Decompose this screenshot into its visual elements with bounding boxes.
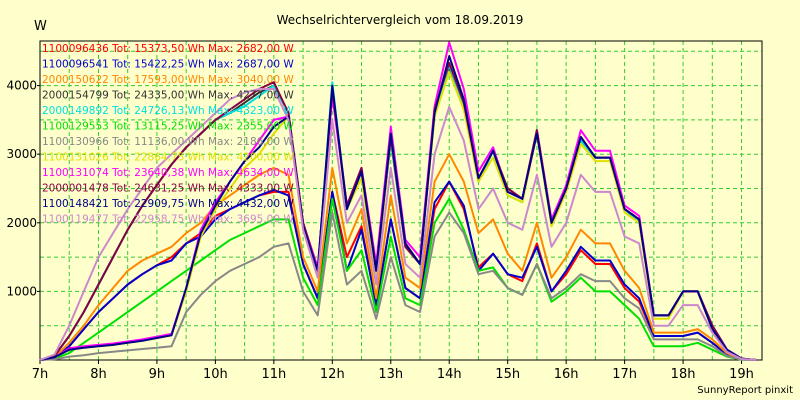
x-tick-label: 17h bbox=[612, 367, 637, 382]
series-line-12 bbox=[39, 88, 757, 361]
y-axis-unit-label: W bbox=[34, 19, 47, 34]
y-tick-label: 1000 bbox=[6, 284, 37, 298]
x-tick-label: 16h bbox=[554, 367, 579, 382]
legend-entry-6: 1100129553 Tot: 13115,25 Wh Max: 2355,00… bbox=[42, 121, 294, 133]
x-tick-label: 10h bbox=[203, 367, 228, 382]
plot-frame bbox=[39, 40, 763, 361]
series-line-2 bbox=[39, 180, 757, 361]
x-tick-label: 15h bbox=[495, 367, 520, 382]
y-tick-label: 2000 bbox=[6, 216, 37, 230]
series-line-3 bbox=[39, 153, 757, 361]
legend-entry-8: 1100131026 Tot: 22864,75 Wh Max: 4200,00… bbox=[42, 152, 294, 164]
x-tick-label: 14h bbox=[437, 367, 462, 382]
series-line-6 bbox=[39, 197, 757, 361]
legend-entry-9: 1100131074 Tot: 23640,38 Wh Max: 4634,00… bbox=[42, 167, 294, 179]
legend-entry-12: 1100119477 Tot: 22958,75 Wh Max: 3695,00… bbox=[42, 214, 294, 226]
x-tick-label: 19h bbox=[729, 367, 754, 382]
series-line-11 bbox=[39, 55, 757, 361]
x-tick-label: 18h bbox=[671, 367, 696, 382]
legend: 1100096436 Tot: 15373,50 Wh Max: 2682,00… bbox=[42, 43, 294, 226]
series-lines bbox=[39, 41, 757, 361]
legend-entry-1: 1100096436 Tot: 15373,50 Wh Max: 2682,00… bbox=[42, 43, 294, 55]
footer-credit: SunnyReport pinxit bbox=[697, 385, 793, 396]
legend-entry-4: 2000154799 Tot: 24335,00 Wh Max: 4277,00… bbox=[42, 90, 294, 102]
x-tick-label: 11h bbox=[261, 367, 286, 382]
x-tick-label: 9h bbox=[149, 367, 166, 382]
series-line-7 bbox=[39, 211, 757, 361]
x-tick-label: 8h bbox=[90, 367, 107, 382]
x-tick-label: 13h bbox=[378, 367, 403, 382]
y-tick-label: 3000 bbox=[6, 147, 37, 161]
legend-entry-10: 2000001478 Tot: 24631,25 Wh Max: 4333,00… bbox=[42, 183, 294, 195]
x-tick-label: 12h bbox=[320, 367, 345, 382]
legend-entry-11: 1100148421 Tot: 22909,75 Wh Max: 4432,00… bbox=[42, 198, 294, 210]
legend-entry-5: 2000149892 Tot: 24726,13 Wh Max: 4323,00… bbox=[42, 105, 294, 117]
x-tick-label: 7h bbox=[32, 367, 49, 382]
legend-entry-3: 2000150622 Tot: 17593,00 Wh Max: 3040,00… bbox=[42, 74, 294, 86]
y-tick-label: 4000 bbox=[6, 79, 37, 93]
legend-entry-7: 1100130966 Tot: 11136,00 Wh Max: 2186,00… bbox=[42, 136, 294, 148]
legend-entry-2: 1100096541 Tot: 15422,25 Wh Max: 2687,00… bbox=[42, 59, 294, 71]
chart-title: Wechselrichtervergleich vom 18.09.2019 bbox=[277, 13, 524, 27]
axes: 1000 2000 3000 4000 7h 8h 9h 10h 11h 12h 13h 14h 15h… bbox=[6, 40, 763, 382]
